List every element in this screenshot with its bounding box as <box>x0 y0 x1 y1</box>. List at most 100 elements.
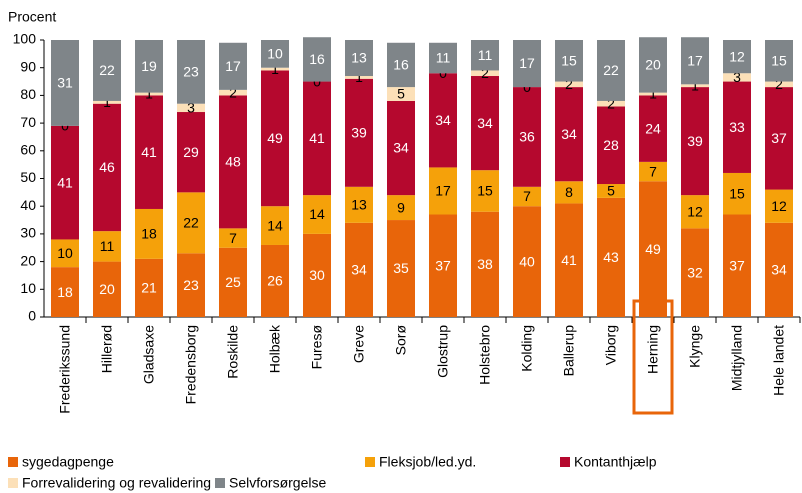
x-tick-label: Glostrup <box>435 325 451 378</box>
data-label: 1 <box>691 77 699 93</box>
data-label: 33 <box>729 119 745 135</box>
bar-segment <box>555 40 583 82</box>
y-tick-label: 40 <box>20 197 36 213</box>
data-label: 3 <box>733 69 741 85</box>
bar-segment <box>471 40 499 71</box>
data-label: 41 <box>141 144 157 160</box>
data-label: 49 <box>645 241 661 257</box>
bar-segment <box>303 233 331 317</box>
legend-swatch <box>560 457 570 467</box>
bar-segment <box>513 206 541 317</box>
data-label: 24 <box>645 120 661 136</box>
x-tick-label: Holstebro <box>477 325 493 385</box>
bar-segment <box>471 70 499 77</box>
bar-segment <box>345 222 373 317</box>
bar-segment <box>219 228 247 248</box>
x-tick-label: Hillerød <box>99 325 115 373</box>
data-label: 26 <box>267 273 283 289</box>
bar-segment <box>93 231 121 262</box>
y-tick-label: 0 <box>28 308 36 324</box>
highlight-box <box>632 299 674 415</box>
data-label: 10 <box>267 46 283 62</box>
bar-segment <box>93 103 121 232</box>
bar-segment <box>51 239 79 268</box>
bar-segment <box>597 40 625 101</box>
bar-segment <box>471 211 499 317</box>
x-tick-label: Gladsaxe <box>141 325 157 384</box>
x-tick-label: Klynge <box>687 325 703 368</box>
bar-segment <box>261 70 289 207</box>
bar-segment <box>597 184 625 198</box>
bar-segment <box>597 106 625 185</box>
bar-segment <box>429 42 457 74</box>
data-label: 15 <box>477 183 493 199</box>
bar-segment <box>219 95 247 229</box>
x-tick-label: Midtjylland <box>729 325 745 391</box>
bar-segment <box>681 87 709 196</box>
data-label: 8 <box>565 184 573 200</box>
bar-segment <box>639 181 667 317</box>
y-tick-label: 90 <box>20 58 36 74</box>
bar-segment <box>429 214 457 317</box>
bar-segment <box>765 87 793 190</box>
bar-segment <box>177 253 205 317</box>
data-label: 15 <box>771 52 787 68</box>
data-label: 22 <box>99 62 115 78</box>
data-label: 32 <box>687 264 703 280</box>
x-tick-label: Kolding <box>519 325 535 372</box>
data-label: 1 <box>649 86 657 102</box>
data-label: 22 <box>183 215 199 231</box>
legend-label: Fleksjob/led.yd. <box>379 454 476 470</box>
bar-segment <box>723 214 751 317</box>
bar-segment <box>387 100 415 196</box>
bar-segment <box>261 244 289 317</box>
data-label: 34 <box>561 126 577 142</box>
data-label: 19 <box>141 58 157 74</box>
data-label: 23 <box>183 277 199 293</box>
bar-segment <box>387 195 415 221</box>
legend-swatch <box>215 478 225 488</box>
bar-segment <box>219 89 247 96</box>
bar-segment <box>345 78 373 187</box>
x-tick-label: Herning <box>645 325 661 374</box>
data-label: 41 <box>309 130 325 146</box>
x-tick-label: Hele landet <box>771 325 787 396</box>
bar-segment <box>597 100 625 107</box>
bar-segment <box>303 195 331 234</box>
data-label: 21 <box>141 280 157 296</box>
data-label: 14 <box>309 206 325 222</box>
bar-segment <box>765 40 793 82</box>
bar-segment <box>345 40 373 77</box>
data-label: 11 <box>100 238 115 254</box>
data-label: 16 <box>393 57 409 73</box>
data-label: 35 <box>393 260 409 276</box>
data-label: 36 <box>519 129 535 145</box>
data-label: 41 <box>561 252 577 268</box>
bar-segment <box>135 92 163 96</box>
bar-segment <box>681 228 709 317</box>
data-label: 34 <box>393 140 409 156</box>
bar-segment <box>261 40 289 68</box>
data-label: 37 <box>435 257 451 273</box>
data-label: 15 <box>729 185 745 201</box>
bar-segment <box>261 206 289 245</box>
bar-segment <box>555 181 583 204</box>
legend-swatch <box>365 457 375 467</box>
y-tick-label: 30 <box>20 225 36 241</box>
data-label: 1 <box>103 94 111 110</box>
data-label: 17 <box>519 55 535 71</box>
data-label: 5 <box>397 86 405 102</box>
bar-segment <box>681 37 709 85</box>
data-label: 1 <box>355 69 363 85</box>
bar-segment <box>555 203 583 317</box>
data-label: 3 <box>187 100 195 116</box>
bar-segment <box>513 186 541 207</box>
x-tick-label: Greve <box>351 325 367 363</box>
data-label: 2 <box>229 84 237 100</box>
bar-segment <box>723 73 751 82</box>
data-label: 7 <box>523 188 531 204</box>
data-label: 1 <box>145 86 153 102</box>
data-label: 7 <box>649 163 657 179</box>
data-label: 11 <box>436 50 451 66</box>
data-label: 11 <box>478 47 493 63</box>
